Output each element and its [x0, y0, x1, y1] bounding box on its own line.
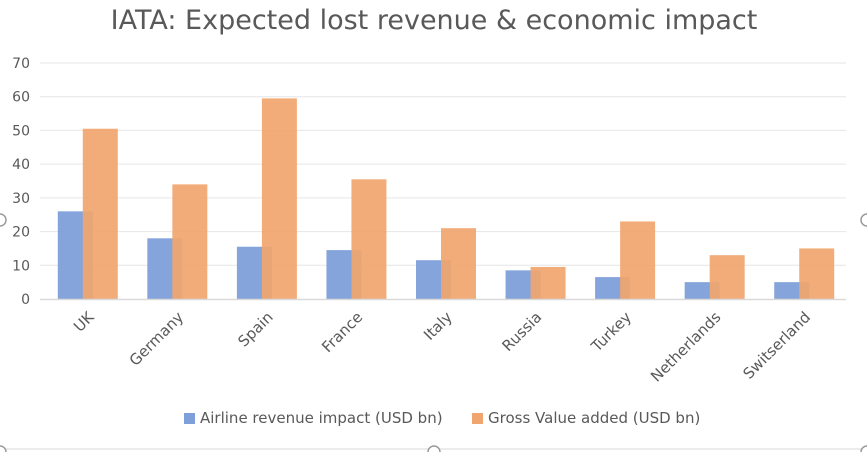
bar-gross-value-russia — [530, 266, 566, 299]
bars — [57, 98, 835, 300]
y-tick-label: 10 — [12, 258, 30, 274]
bar-gross-value-germany — [172, 184, 208, 299]
y-tick-label: 20 — [12, 225, 30, 241]
resize-handle-left[interactable] — [0, 213, 7, 227]
resize-handle-right[interactable] — [860, 213, 867, 227]
bar-gross-value-italy — [441, 228, 476, 299]
legend-swatch — [184, 413, 195, 424]
x-tick-label: Italy — [420, 308, 456, 344]
y-tick-label: 60 — [12, 90, 30, 106]
resize-handle-bottom-right[interactable] — [860, 445, 867, 452]
x-tick-label: Russia — [499, 308, 546, 355]
bar-gross-value-switserland — [799, 248, 835, 299]
y-axis-labels: 0 10 20 30 40 50 60 70 — [12, 56, 30, 308]
chart-title: IATA: Expected lost revenue & economic i… — [111, 5, 758, 36]
bar-gross-value-netherlands — [709, 255, 745, 299]
x-tick-label: UK — [70, 307, 98, 335]
y-tick-label: 0 — [21, 292, 30, 308]
x-tick-label: Spain — [234, 308, 276, 350]
bar-gross-value-france — [351, 179, 387, 299]
x-tick-label: France — [318, 308, 366, 356]
legend-label: Gross Value added (USD bn) — [488, 409, 700, 427]
y-tick-label: 40 — [12, 157, 30, 173]
x-axis-labels: UK Germany Spain France Italy Russia Turkey Net… — [70, 307, 814, 385]
resize-handle-bottom-left[interactable] — [0, 445, 7, 452]
bar-gross-value-turkey — [620, 221, 656, 299]
x-tick-label: Germany — [126, 308, 188, 370]
x-tick-label: Switserland — [739, 308, 814, 383]
legend-swatch — [472, 413, 483, 424]
y-tick-label: 70 — [12, 56, 30, 72]
resize-handle-bottom[interactable] — [427, 445, 441, 452]
x-tick-label: Turkey — [587, 308, 635, 356]
bar-gross-value-spain — [261, 98, 297, 300]
x-tick-label: Netherlands — [647, 308, 725, 386]
legend: Airline revenue impact (USD bn) Gross Val… — [184, 409, 700, 427]
legend-label: Airline revenue impact (USD bn) — [200, 409, 443, 427]
y-tick-label: 50 — [12, 123, 30, 139]
y-tick-label: 30 — [12, 191, 30, 207]
bar-gross-value-uk — [82, 128, 118, 299]
